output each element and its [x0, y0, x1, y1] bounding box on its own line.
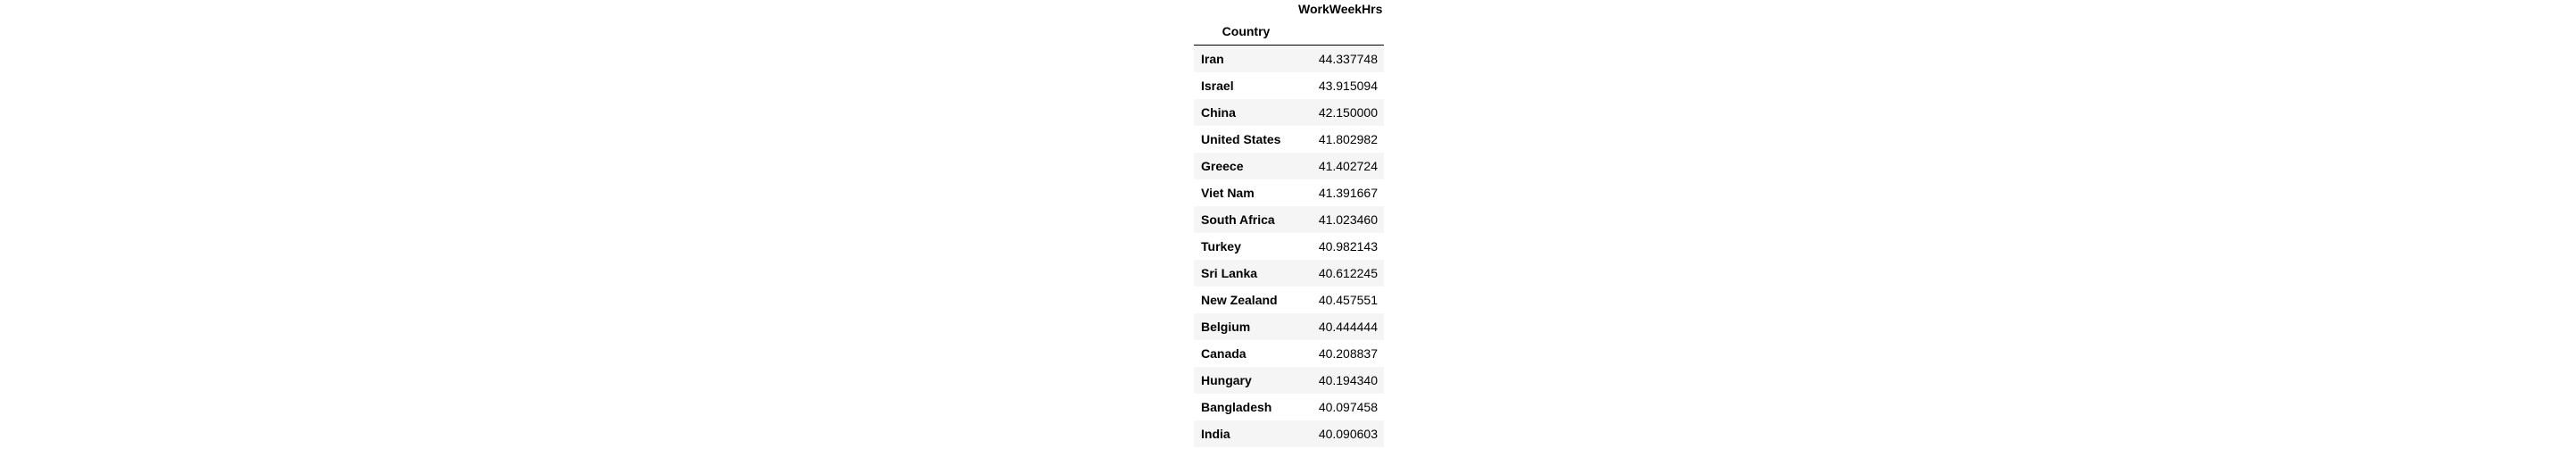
table-row: Turkey 40.982143 [1194, 232, 1384, 260]
table-row: China 42.150000 [1194, 98, 1384, 126]
column-header-workweekhrs: WorkWeekHrs [1298, 2, 1383, 16]
row-label: New Zealand [1201, 292, 1278, 307]
table-row: Viet Nam 41.391667 [1194, 179, 1384, 206]
row-value: 40.208837 [1318, 345, 1378, 361]
row-label: India [1201, 426, 1230, 441]
row-label: Bangladesh [1201, 399, 1272, 414]
table-row: Greece 41.402724 [1194, 152, 1384, 179]
row-value: 43.915094 [1318, 78, 1378, 93]
row-value: 41.402724 [1318, 158, 1378, 173]
row-label: Turkey [1201, 238, 1241, 254]
row-value: 42.150000 [1318, 104, 1378, 120]
table-header: WorkWeekHrs Country [1194, 0, 1384, 46]
row-label: Canada [1201, 345, 1247, 361]
table-body: Iran 44.337748 Israel 43.915094 China 42… [1194, 45, 1384, 447]
row-label: China [1201, 104, 1236, 120]
table-row: Bangladesh 40.097458 [1194, 393, 1384, 420]
row-label: Sri Lanka [1201, 265, 1258, 280]
table-row: South Africa 41.023460 [1194, 205, 1384, 233]
table-row: Israel 43.915094 [1194, 71, 1384, 99]
row-value: 41.391667 [1318, 185, 1378, 200]
column-header-row: WorkWeekHrs [1194, 0, 1384, 18]
table-row: India 40.090603 [1194, 420, 1384, 447]
row-value: 40.090603 [1318, 426, 1378, 441]
table-row: Iran 44.337748 [1194, 45, 1384, 72]
row-value: 44.337748 [1318, 51, 1378, 66]
table-row: Sri Lanka 40.612245 [1194, 259, 1384, 287]
index-name-country: Country [1222, 24, 1271, 38]
row-value: 41.023460 [1318, 212, 1378, 227]
table-row: Canada 40.208837 [1194, 339, 1384, 367]
dataframe-table: WorkWeekHrs Country Iran 44.337748 Israe… [1194, 0, 1384, 447]
row-value: 40.982143 [1318, 238, 1378, 254]
row-label: South Africa [1201, 212, 1275, 227]
row-value: 41.802982 [1318, 131, 1378, 146]
blank-header-cell [1194, 0, 1298, 18]
row-value: 40.194340 [1318, 372, 1378, 387]
row-value: 40.457551 [1318, 292, 1378, 307]
blank-header-cell [1298, 18, 1384, 46]
dataframe-output: WorkWeekHrs Country Iran 44.337748 Israe… [1194, 0, 1384, 447]
table-row: Belgium 40.444444 [1194, 312, 1384, 340]
row-label: Hungary [1201, 372, 1252, 387]
row-label: United States [1201, 131, 1281, 146]
row-label: Greece [1201, 158, 1244, 173]
row-value: 40.097458 [1318, 399, 1378, 414]
row-label: Viet Nam [1201, 185, 1255, 200]
table-row: New Zealand 40.457551 [1194, 286, 1384, 313]
row-label: Iran [1201, 51, 1224, 66]
table-row: Hungary 40.194340 [1194, 366, 1384, 394]
table-row: United States 41.802982 [1194, 125, 1384, 153]
row-value: 40.612245 [1318, 265, 1378, 280]
row-value: 40.444444 [1318, 319, 1378, 334]
row-label: Israel [1201, 78, 1234, 93]
row-label: Belgium [1201, 319, 1251, 334]
index-name-row: Country [1194, 18, 1384, 46]
